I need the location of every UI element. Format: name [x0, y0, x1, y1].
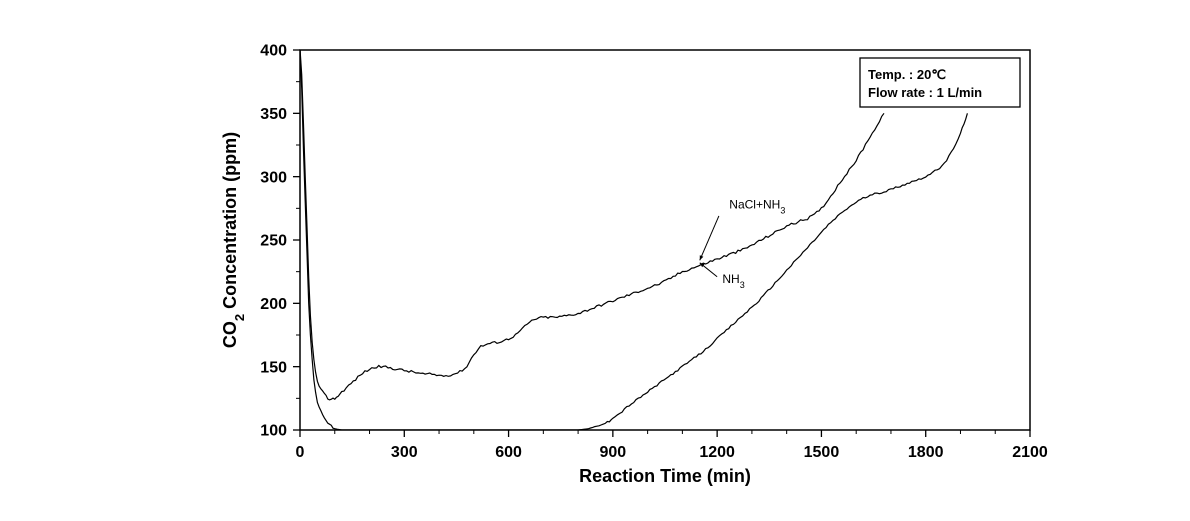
x-tick-label: 1500	[804, 444, 840, 461]
y-tick-label: 400	[260, 43, 287, 60]
x-axis-label: Reaction Time (min)	[579, 466, 751, 486]
x-tick-label: 600	[495, 444, 522, 461]
y-tick-label: 200	[260, 296, 287, 313]
y-tick-label: 300	[260, 169, 287, 186]
info-box-line: Temp. : 20℃	[868, 67, 946, 82]
x-tick-label: 300	[391, 444, 418, 461]
co2-line-chart: 0 300 600 900 1200 1500 1800 2100 100 150 200 250 30…	[0, 0, 1190, 521]
y-tick-label: 150	[260, 359, 287, 376]
x-tick-label: 0	[296, 444, 305, 461]
x-tick-label: 1800	[908, 444, 944, 461]
chart-container: 0 300 600 900 1200 1500 1800 2100 100 150 200 250 30…	[0, 0, 1190, 521]
x-tick-label: 1200	[699, 444, 735, 461]
info-box-line: Flow rate : 1 L/min	[868, 85, 982, 100]
y-tick-label: 250	[260, 233, 287, 250]
y-tick-label: 100	[260, 423, 287, 440]
x-tick-label: 2100	[1012, 444, 1048, 461]
y-tick-label: 350	[260, 106, 287, 123]
x-tick-label: 900	[600, 444, 627, 461]
